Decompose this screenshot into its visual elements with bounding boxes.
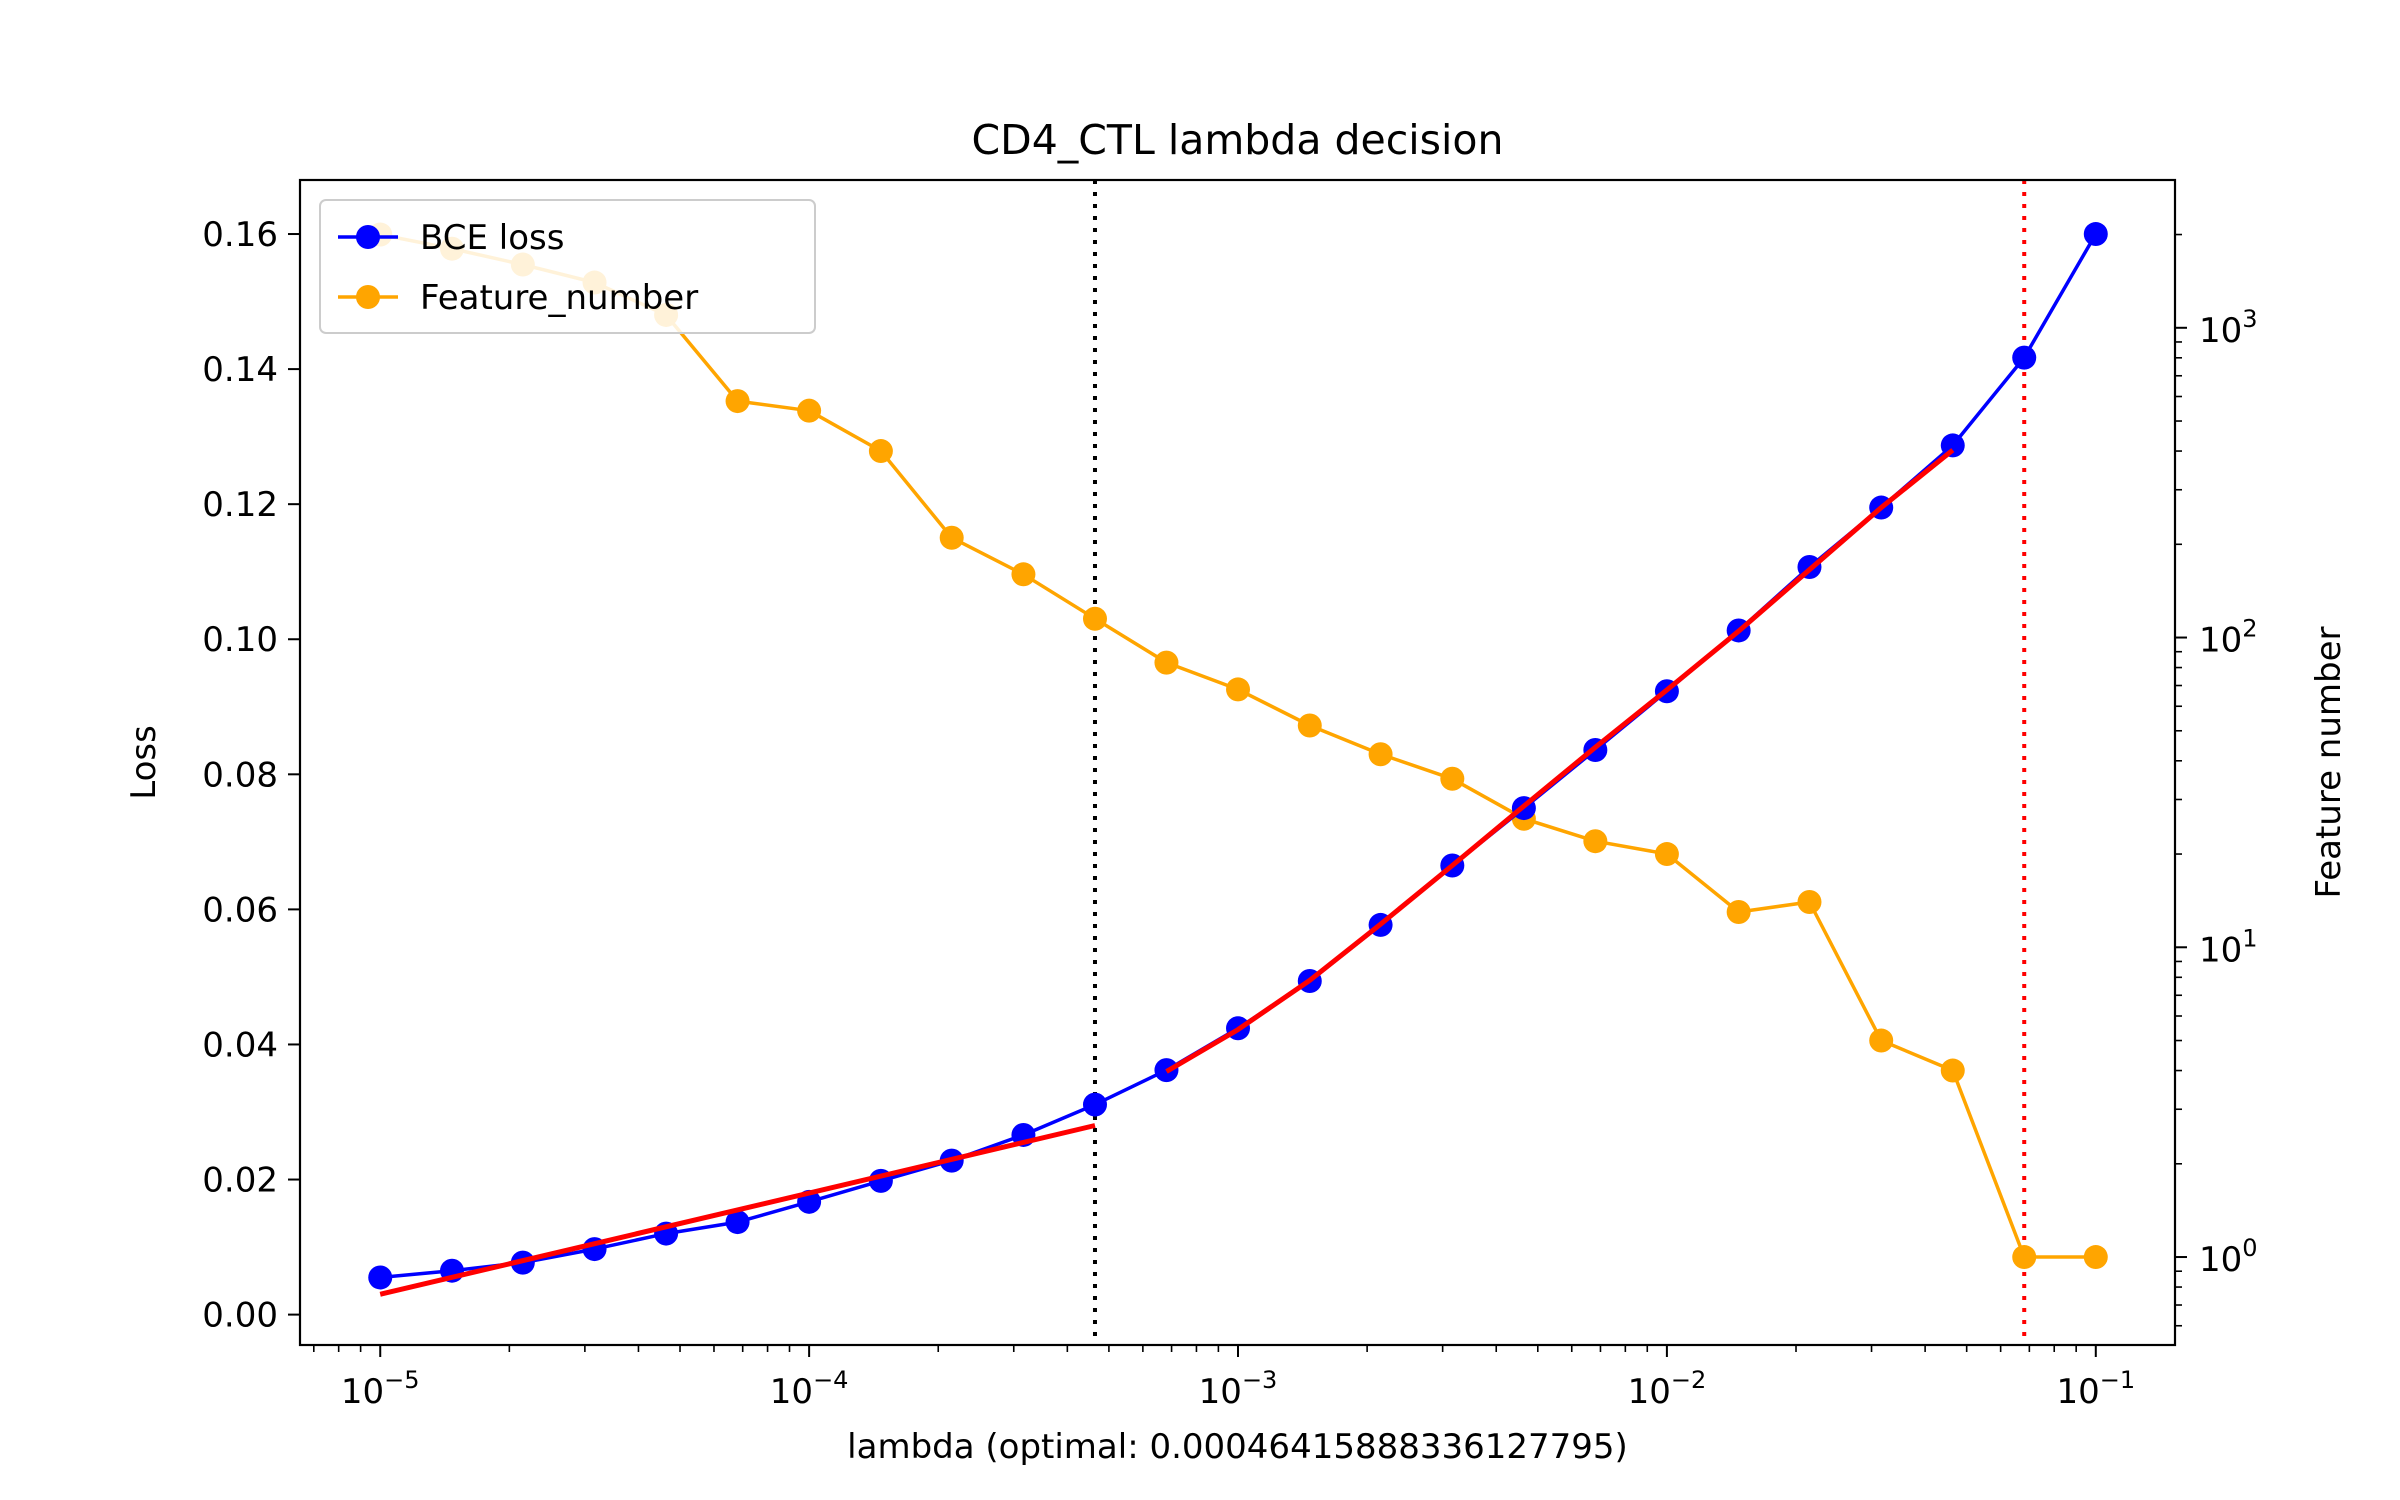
data-point <box>939 525 964 550</box>
data-point <box>1297 713 1322 738</box>
y-left-tick-label: 0.06 <box>202 890 278 930</box>
data-point <box>1940 1058 1965 1083</box>
data-point <box>1011 562 1036 587</box>
data-point <box>1082 606 1107 631</box>
fit-line <box>1165 448 1955 1074</box>
y-left-tick-label: 0.02 <box>202 1161 278 1201</box>
x-tick-label: 10−5 <box>341 1366 420 1412</box>
data-point <box>1797 890 1822 915</box>
x-tick-label: 10−2 <box>1628 1366 1707 1412</box>
legend-label: BCE loss <box>420 218 564 258</box>
y-left-tick-label: 0.04 <box>202 1025 278 1065</box>
y-left-tick-label: 0.16 <box>202 215 278 255</box>
data-point <box>1940 433 1965 458</box>
data-point <box>1654 842 1679 867</box>
data-point <box>725 1210 750 1235</box>
data-point <box>368 1265 393 1290</box>
reference-lines <box>1092 180 2027 1345</box>
data-point <box>868 439 893 464</box>
data-point <box>1226 677 1251 702</box>
legend-box <box>319 199 816 334</box>
legend-swatch-marker <box>356 285 380 309</box>
data-point <box>1082 1092 1107 1117</box>
data-point <box>2083 222 2108 247</box>
y-right-tick-label: 103 <box>2199 305 2258 351</box>
x-tick-label: 10−3 <box>1199 1366 1278 1412</box>
y-left-axis-title: Loss <box>124 725 164 800</box>
legend: BCE loss Feature_number <box>319 199 816 334</box>
legend-swatch-marker <box>356 225 380 249</box>
data-point <box>2083 1245 2108 1270</box>
y-left-tick-label: 0.08 <box>202 755 278 795</box>
y-left-tick-label: 0.10 <box>202 620 278 660</box>
y-right-tick-label: 101 <box>2199 924 2258 970</box>
data-point <box>1154 650 1179 675</box>
data-point <box>2012 1245 2037 1270</box>
legend-label: Feature_number <box>420 278 698 318</box>
x-axis-title: lambda (optimal: 0.00046415888336127795) <box>847 1427 1628 1467</box>
data-point <box>1869 1028 1894 1053</box>
x-tick-label: 10−1 <box>2056 1366 2135 1412</box>
y-right-tick-label: 102 <box>2199 615 2258 661</box>
y-left-tick-label: 0.12 <box>202 485 278 525</box>
chart-title: CD4_CTL lambda decision <box>972 116 1504 164</box>
axes: 10−5 10−4 10−3 10−2 10−1 0.00 0.02 0.04 0.06 0.08… <box>202 215 2257 1412</box>
data-point <box>2012 345 2037 370</box>
data-point <box>1440 766 1465 791</box>
y-right-axis-title: Feature number <box>2309 626 2349 898</box>
data-point <box>725 389 750 414</box>
data-point <box>1583 829 1608 854</box>
fit-line <box>379 1123 1096 1297</box>
data-point <box>1368 742 1393 767</box>
x-tick-label: 10−4 <box>770 1366 849 1412</box>
data-point <box>797 398 822 423</box>
y-right-tick-label: 100 <box>2199 1234 2258 1280</box>
data-point <box>1726 899 1751 924</box>
y-left-tick-label: 0.00 <box>202 1296 278 1336</box>
y-left-tick-label: 0.14 <box>202 350 278 390</box>
